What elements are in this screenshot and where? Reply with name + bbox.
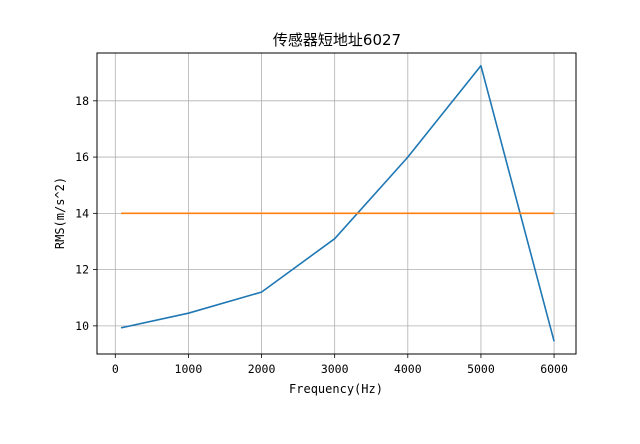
y-tick-label: 16: [75, 150, 89, 164]
x-tick-label: 3000: [321, 362, 349, 376]
series-lines: [120, 64, 555, 342]
x-tick-label: 2000: [248, 362, 276, 376]
x-axis-label: Frequency(Hz): [289, 382, 383, 396]
y-tick-label: 10: [75, 319, 89, 333]
grid: [97, 53, 576, 354]
series-line-1: [120, 64, 555, 342]
x-tick-label: 5000: [467, 362, 495, 376]
y-axis-label: RMS(m/s^2): [53, 177, 67, 249]
x-tick-label: 1000: [175, 362, 203, 376]
y-tick-label: 14: [75, 206, 89, 220]
y-axis-ticks: 10 12 14 16 18: [75, 94, 97, 333]
x-tick-label: 0: [112, 362, 119, 376]
plot-frame: [96, 52, 577, 355]
y-tick-label: 18: [75, 94, 89, 108]
chart-title: 传感器短地址6027: [273, 31, 401, 49]
x-axis-ticks: 0 1000 2000 3000 4000 5000 6000: [112, 354, 568, 376]
x-tick-label: 6000: [540, 362, 568, 376]
x-tick-label: 4000: [394, 362, 422, 376]
y-tick-label: 12: [75, 263, 89, 277]
